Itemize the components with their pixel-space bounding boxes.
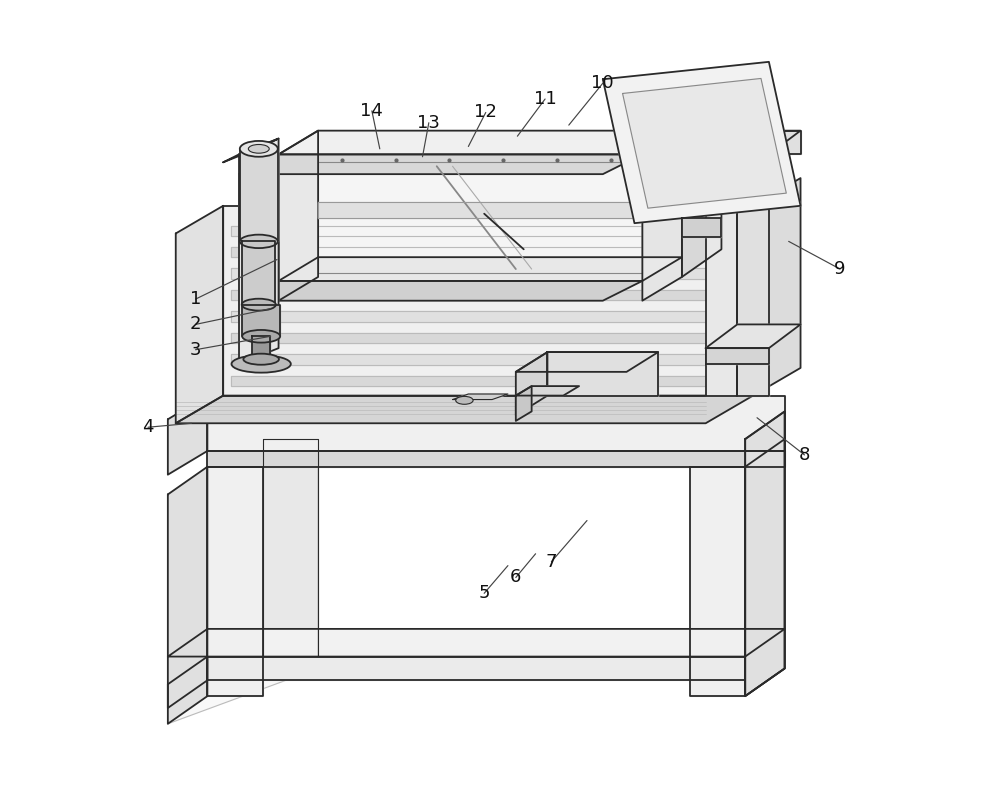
Polygon shape	[252, 337, 270, 360]
Text: 9: 9	[834, 260, 846, 278]
Polygon shape	[176, 206, 223, 424]
Polygon shape	[231, 312, 745, 322]
Text: 2: 2	[190, 316, 201, 333]
Ellipse shape	[232, 355, 291, 373]
Polygon shape	[263, 439, 318, 668]
Polygon shape	[168, 439, 318, 724]
Text: 14: 14	[360, 102, 383, 120]
Polygon shape	[745, 412, 785, 696]
Polygon shape	[239, 139, 279, 364]
Polygon shape	[239, 154, 279, 320]
Polygon shape	[753, 178, 801, 395]
Polygon shape	[623, 78, 786, 208]
Text: 12: 12	[474, 103, 497, 122]
Polygon shape	[279, 131, 682, 154]
Polygon shape	[745, 439, 785, 696]
Polygon shape	[207, 395, 785, 451]
Polygon shape	[516, 352, 547, 416]
Ellipse shape	[242, 299, 276, 311]
Ellipse shape	[240, 141, 278, 157]
Polygon shape	[453, 394, 508, 399]
Ellipse shape	[248, 144, 269, 153]
Polygon shape	[547, 352, 658, 395]
Polygon shape	[706, 131, 801, 154]
Polygon shape	[682, 218, 721, 237]
Polygon shape	[176, 395, 753, 424]
Polygon shape	[242, 241, 275, 305]
Polygon shape	[737, 131, 801, 154]
Polygon shape	[231, 290, 745, 300]
Polygon shape	[516, 386, 579, 395]
Polygon shape	[642, 131, 682, 301]
Polygon shape	[690, 466, 745, 696]
Text: 8: 8	[799, 446, 810, 464]
Text: 5: 5	[478, 584, 490, 602]
Polygon shape	[223, 206, 753, 395]
Polygon shape	[231, 333, 745, 343]
Polygon shape	[207, 466, 263, 696]
Polygon shape	[516, 386, 532, 421]
Text: 11: 11	[534, 90, 556, 108]
Polygon shape	[231, 247, 745, 257]
Ellipse shape	[240, 235, 278, 248]
Polygon shape	[318, 202, 642, 218]
Polygon shape	[737, 154, 769, 395]
Polygon shape	[239, 154, 642, 174]
Polygon shape	[603, 62, 801, 224]
Polygon shape	[240, 150, 278, 241]
Text: 4: 4	[142, 418, 154, 437]
Polygon shape	[168, 466, 207, 724]
Text: 10: 10	[591, 74, 614, 92]
Polygon shape	[223, 139, 279, 162]
Polygon shape	[231, 354, 745, 365]
Ellipse shape	[456, 396, 473, 404]
Polygon shape	[682, 103, 721, 277]
Polygon shape	[279, 131, 318, 301]
Polygon shape	[168, 629, 785, 657]
Polygon shape	[318, 162, 642, 273]
Text: 3: 3	[190, 341, 201, 359]
Ellipse shape	[243, 353, 279, 365]
Polygon shape	[231, 226, 745, 236]
Polygon shape	[706, 131, 737, 154]
Polygon shape	[706, 348, 769, 364]
Text: 7: 7	[546, 553, 557, 571]
Polygon shape	[745, 412, 785, 696]
Polygon shape	[231, 269, 745, 278]
Polygon shape	[239, 281, 642, 301]
Polygon shape	[231, 376, 745, 386]
Polygon shape	[207, 451, 785, 466]
Polygon shape	[207, 657, 745, 680]
Polygon shape	[168, 395, 207, 475]
Polygon shape	[279, 257, 682, 281]
Polygon shape	[168, 657, 207, 708]
Text: 13: 13	[417, 114, 440, 132]
Text: 1: 1	[190, 290, 201, 308]
Polygon shape	[706, 324, 801, 348]
Polygon shape	[516, 352, 658, 372]
Polygon shape	[242, 305, 280, 337]
Polygon shape	[706, 154, 737, 395]
Text: 6: 6	[510, 568, 522, 587]
Ellipse shape	[242, 330, 280, 343]
